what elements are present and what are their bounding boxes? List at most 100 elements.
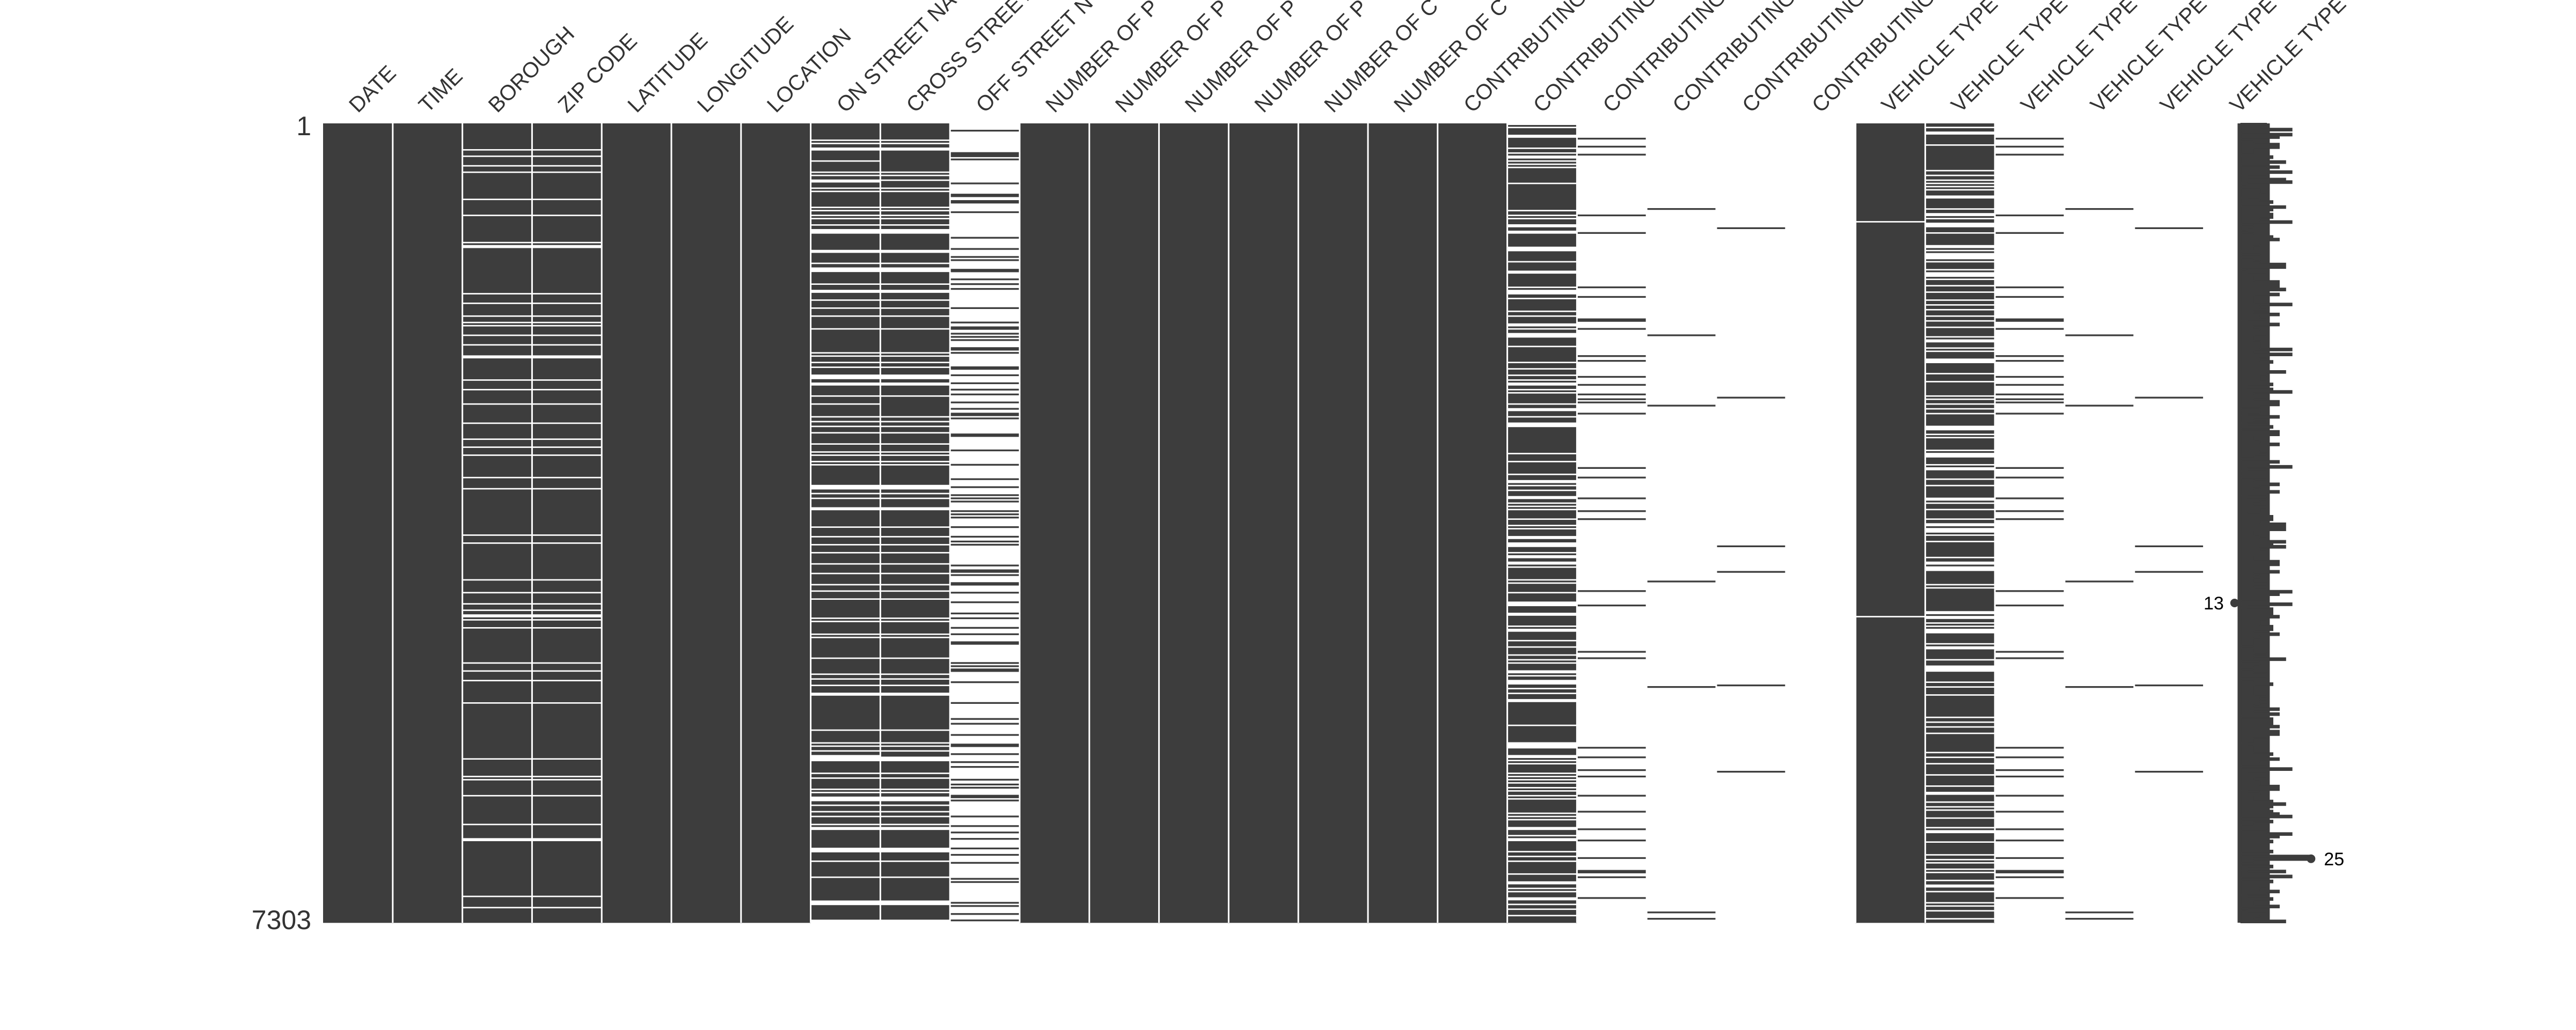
present-cells: [1925, 501, 1995, 503]
present-cells: [950, 878, 1020, 880]
present-cells: [880, 527, 950, 536]
present-cells: [810, 284, 881, 290]
present-cells: [950, 464, 1020, 466]
present-cells: [810, 686, 881, 693]
present-cells: [880, 744, 950, 746]
present-cells: [1716, 571, 1786, 573]
present-cells: [950, 838, 1020, 840]
present-cells: [1925, 382, 1995, 395]
present-cells: [1507, 161, 1577, 164]
present-cells: [1925, 907, 1995, 910]
present-cells: [1507, 905, 1577, 909]
present-cells: [950, 413, 1020, 416]
present-cells: [880, 564, 950, 573]
present-cells: [880, 181, 950, 188]
present-cells: [1507, 526, 1577, 528]
present-cells: [1507, 783, 1577, 787]
present-cells: [462, 543, 532, 579]
present-cells: [1925, 911, 1995, 918]
present-cells: [1925, 123, 1995, 127]
present-cells: [810, 905, 881, 920]
present-cells: [532, 628, 602, 663]
present-cells: [880, 211, 950, 215]
present-cells: [810, 192, 881, 207]
present-cells: [1995, 318, 2065, 322]
present-cells: [1507, 483, 1577, 485]
present-cells: [810, 189, 881, 191]
present-cells: [462, 780, 532, 795]
present-cells: [1507, 726, 1577, 742]
present-cells: [810, 211, 881, 215]
present-cells: [1995, 355, 2065, 357]
present-cells: [950, 408, 1020, 410]
present-cells: [880, 510, 950, 527]
present-cells: [1995, 467, 2065, 469]
present-cells: [1925, 695, 1995, 717]
present-cells: [880, 422, 950, 426]
present-cells: [1437, 123, 1507, 923]
present-cells: [1995, 476, 2065, 479]
present-cells: [1925, 337, 1995, 340]
present-cells: [1646, 334, 1716, 336]
present-cells: [1577, 214, 1647, 217]
present-cells: [1577, 518, 1647, 520]
present-cells: [1925, 286, 1995, 292]
present-cells: [950, 569, 1020, 573]
present-cells: [880, 761, 950, 773]
present-cells: [1925, 486, 1995, 498]
present-cells: [1577, 857, 1647, 859]
present-cells: [1577, 137, 1647, 140]
present-cells: [462, 604, 532, 610]
present-cells: [1507, 615, 1577, 626]
matrix-column: [810, 123, 881, 920]
present-cells: [1925, 683, 1995, 687]
present-cells: [1507, 758, 1577, 760]
present-cells: [1925, 860, 1995, 863]
present-cells: [1507, 462, 1577, 474]
present-cells: [810, 600, 881, 618]
present-cells: [1716, 684, 1786, 687]
present-cells: [950, 307, 1020, 309]
present-cells: [2065, 208, 2134, 210]
present-cells: [2134, 571, 2204, 573]
present-cells: [810, 510, 881, 527]
present-cells: [1925, 786, 1995, 792]
present-cells: [1507, 606, 1577, 613]
present-cells: [950, 256, 1020, 258]
present-cells: [950, 902, 1020, 904]
present-cells: [1925, 558, 1995, 562]
present-cells: [810, 433, 881, 444]
present-cells: [880, 150, 950, 172]
present-cells: [1507, 347, 1577, 362]
present-cells: [1995, 811, 2065, 813]
sparkline: [2230, 123, 2316, 923]
present-cells: [462, 760, 532, 776]
present-cells: [1507, 889, 1577, 891]
present-cells: [950, 627, 1020, 629]
present-cells: [1159, 123, 1229, 923]
present-cells: [880, 308, 950, 315]
present-cells: [950, 913, 1020, 915]
present-cells: [1577, 296, 1647, 298]
present-cells: [532, 796, 602, 824]
present-cells: [1925, 190, 1995, 196]
matrix-column: [1995, 137, 2065, 899]
present-cells: [1925, 198, 1995, 209]
present-cells: [880, 367, 950, 375]
present-cells: [950, 417, 1020, 420]
present-cells: [950, 478, 1020, 480]
present-cells: [323, 123, 393, 923]
present-cells: [880, 433, 950, 444]
present-cells: [1577, 318, 1647, 322]
present-cells: [2065, 334, 2134, 336]
present-cells: [1507, 568, 1577, 579]
matrix-column: [2134, 227, 2204, 773]
present-cells: [1577, 398, 1647, 400]
present-cells: [1228, 123, 1299, 923]
present-cells: [1925, 396, 1995, 399]
present-cells: [1925, 803, 1995, 806]
present-cells: [880, 635, 950, 637]
present-cells: [880, 778, 950, 789]
present-cells: [1646, 918, 1716, 920]
present-cells: [532, 390, 602, 403]
